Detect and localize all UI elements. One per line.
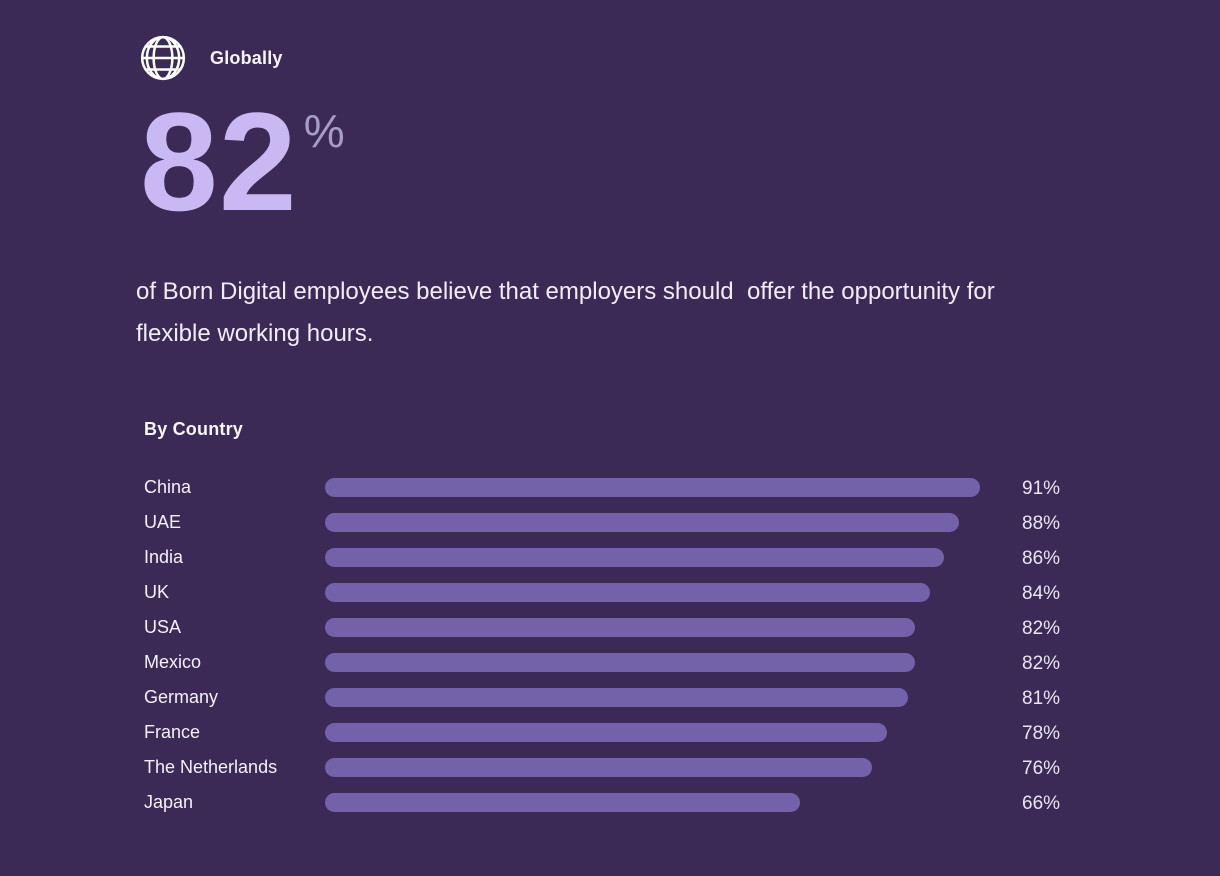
bar xyxy=(325,512,959,532)
bar-track xyxy=(325,582,1022,602)
stat-unit-percent-sign: % xyxy=(303,105,345,157)
chart-row: UAE 88% xyxy=(144,505,1220,540)
bar-track xyxy=(325,722,1022,742)
value-label: 66% xyxy=(1022,793,1061,815)
country-label: UK xyxy=(144,581,170,602)
value-label: 88% xyxy=(1022,513,1061,535)
header-label: Globally xyxy=(210,47,283,68)
bar xyxy=(325,792,800,812)
bar-track xyxy=(325,547,1022,567)
stat-value: 82 xyxy=(140,83,298,240)
global-stat: 82% xyxy=(140,92,1220,232)
bar xyxy=(325,722,887,742)
chart-row: USA 82% xyxy=(144,610,1220,645)
header: Globally xyxy=(138,32,1220,84)
value-label: 86% xyxy=(1022,548,1061,570)
bar-track xyxy=(325,477,1022,497)
value-label: 76% xyxy=(1022,758,1061,780)
country-label: Germany xyxy=(144,686,219,707)
chart-row: China 91% xyxy=(144,470,1220,505)
country-label: UAE xyxy=(144,511,182,532)
bar-track xyxy=(325,687,1022,707)
stat-description: of Born Digital employees believe that e… xyxy=(136,277,1002,347)
chart-row: Mexico 82% xyxy=(144,645,1220,680)
bar xyxy=(325,582,930,602)
country-label: France xyxy=(144,721,201,742)
country-label: The Netherlands xyxy=(144,756,278,777)
bar-track xyxy=(325,512,1022,532)
bar-chart: China 91% UAE 88% India 86% UK 84% USA 8… xyxy=(144,470,1220,820)
value-label: 82% xyxy=(1022,653,1061,675)
chart-row: Germany 81% xyxy=(144,680,1220,715)
country-label: Japan xyxy=(144,791,194,812)
bar xyxy=(325,757,872,777)
chart-row: France 78% xyxy=(144,715,1220,750)
bar xyxy=(325,652,915,672)
bar xyxy=(325,617,915,637)
bar xyxy=(325,547,944,567)
bar xyxy=(325,687,908,707)
country-label: India xyxy=(144,546,184,567)
value-label: 91% xyxy=(1022,478,1061,500)
chart-row: The Netherlands 76% xyxy=(144,750,1220,785)
bar-track xyxy=(325,757,1022,777)
chart-row: India 86% xyxy=(144,540,1220,575)
value-label: 84% xyxy=(1022,583,1061,605)
value-label: 82% xyxy=(1022,618,1061,640)
section-title: By Country xyxy=(144,418,244,439)
value-label: 78% xyxy=(1022,723,1061,745)
bar xyxy=(325,477,980,497)
globe-icon xyxy=(138,33,188,83)
chart-row: UK 84% xyxy=(144,575,1220,610)
country-label: USA xyxy=(144,616,182,637)
value-label: 81% xyxy=(1022,688,1061,710)
country-label: Mexico xyxy=(144,651,202,672)
chart-row: Japan 66% xyxy=(144,785,1220,820)
bar-track xyxy=(325,617,1022,637)
bar-track xyxy=(325,792,1022,812)
bar-track xyxy=(325,652,1022,672)
country-label: China xyxy=(144,476,192,497)
